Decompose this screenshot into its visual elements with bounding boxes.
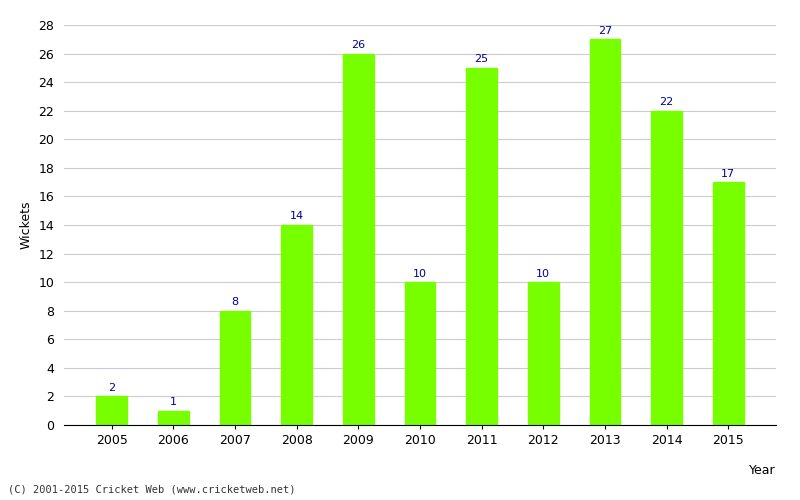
Bar (343, 54, 374, 425)
Bar (590, 40, 620, 425)
Text: 26: 26 (351, 40, 366, 50)
Text: 2: 2 (108, 383, 115, 393)
Bar (405, 282, 435, 425)
Y-axis label: Wickets: Wickets (20, 200, 33, 249)
Text: 14: 14 (290, 212, 304, 222)
Bar (96, 396, 127, 425)
Bar (158, 410, 189, 425)
Text: 10: 10 (536, 268, 550, 278)
Text: 8: 8 (231, 297, 238, 307)
Text: 22: 22 (659, 97, 674, 107)
Text: (C) 2001-2015 Cricket Web (www.cricketweb.net): (C) 2001-2015 Cricket Web (www.cricketwe… (8, 485, 295, 495)
Text: 10: 10 (413, 268, 427, 278)
Text: 1: 1 (170, 397, 177, 407)
Text: Year: Year (750, 464, 776, 477)
Bar (466, 68, 497, 425)
Text: 17: 17 (721, 168, 735, 178)
Bar (282, 225, 312, 425)
Text: 25: 25 (474, 54, 489, 64)
Bar (713, 182, 744, 425)
Bar (528, 282, 558, 425)
Bar (220, 310, 250, 425)
Bar (651, 110, 682, 425)
Text: 27: 27 (598, 26, 612, 36)
